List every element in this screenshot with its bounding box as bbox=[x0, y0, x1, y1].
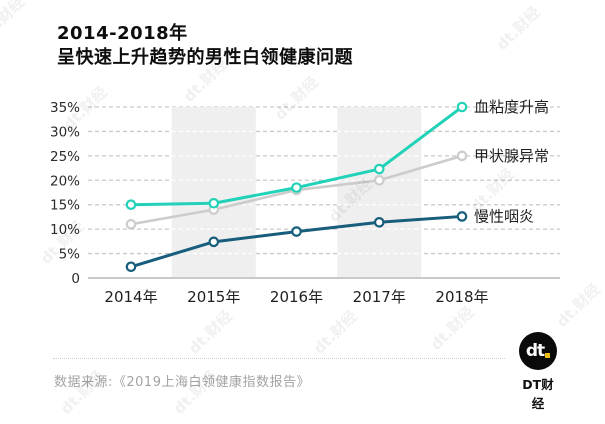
data-point bbox=[125, 218, 137, 230]
y-tick-label: 15% bbox=[50, 198, 80, 214]
dt-brand-name: DT财经 bbox=[522, 377, 554, 411]
x-tick-label: 2017年 bbox=[353, 288, 406, 306]
x-tick-label: 2014年 bbox=[104, 288, 157, 306]
data-point bbox=[125, 261, 137, 273]
dt-logo-circle: dt bbox=[519, 332, 557, 370]
x-tick-label: 2016年 bbox=[270, 288, 323, 306]
footer-divider bbox=[53, 358, 505, 359]
highlight-band bbox=[337, 107, 422, 278]
y-tick-label: 20% bbox=[50, 173, 80, 189]
data-point bbox=[208, 236, 220, 248]
highlight-band bbox=[171, 107, 256, 278]
data-source-text: 数据来源:《2019上海白领健康指数报告》 bbox=[54, 375, 310, 390]
x-tick-label: 2015年 bbox=[187, 288, 240, 306]
dt-logo-dot-icon bbox=[545, 353, 551, 358]
y-tick-label: 25% bbox=[50, 149, 80, 165]
data-point bbox=[373, 174, 385, 186]
data-point bbox=[125, 199, 137, 211]
dt-logo: dt DT财经 bbox=[517, 332, 559, 412]
data-point bbox=[456, 101, 468, 113]
data-point bbox=[373, 163, 385, 175]
series-label: 甲状腺异常 bbox=[474, 147, 549, 165]
data-point bbox=[208, 197, 220, 209]
y-tick-label: 10% bbox=[50, 222, 80, 238]
y-tick-label: 30% bbox=[50, 124, 80, 140]
data-point bbox=[373, 217, 385, 228]
data-point bbox=[291, 226, 302, 237]
data-point bbox=[291, 182, 302, 193]
y-tick-label: 5% bbox=[59, 247, 81, 263]
data-point bbox=[456, 150, 468, 162]
x-tick-label: 2018年 bbox=[435, 288, 488, 306]
title-line-1: 2014-2018年 bbox=[57, 23, 188, 44]
title-line-2: 呈快速上升趋势的男性白领健康问题 bbox=[57, 47, 353, 68]
series-label: 慢性咽炎 bbox=[474, 207, 534, 225]
page-title: 2014-2018年 呈快速上升趋势的男性白领健康问题 bbox=[57, 22, 353, 70]
dt-logo-text: dt bbox=[525, 340, 545, 361]
y-tick-label: 35% bbox=[50, 100, 80, 116]
y-tick-label: 0 bbox=[71, 271, 80, 287]
data-point bbox=[456, 211, 468, 222]
series-label: 血粘度升高 bbox=[474, 98, 549, 116]
